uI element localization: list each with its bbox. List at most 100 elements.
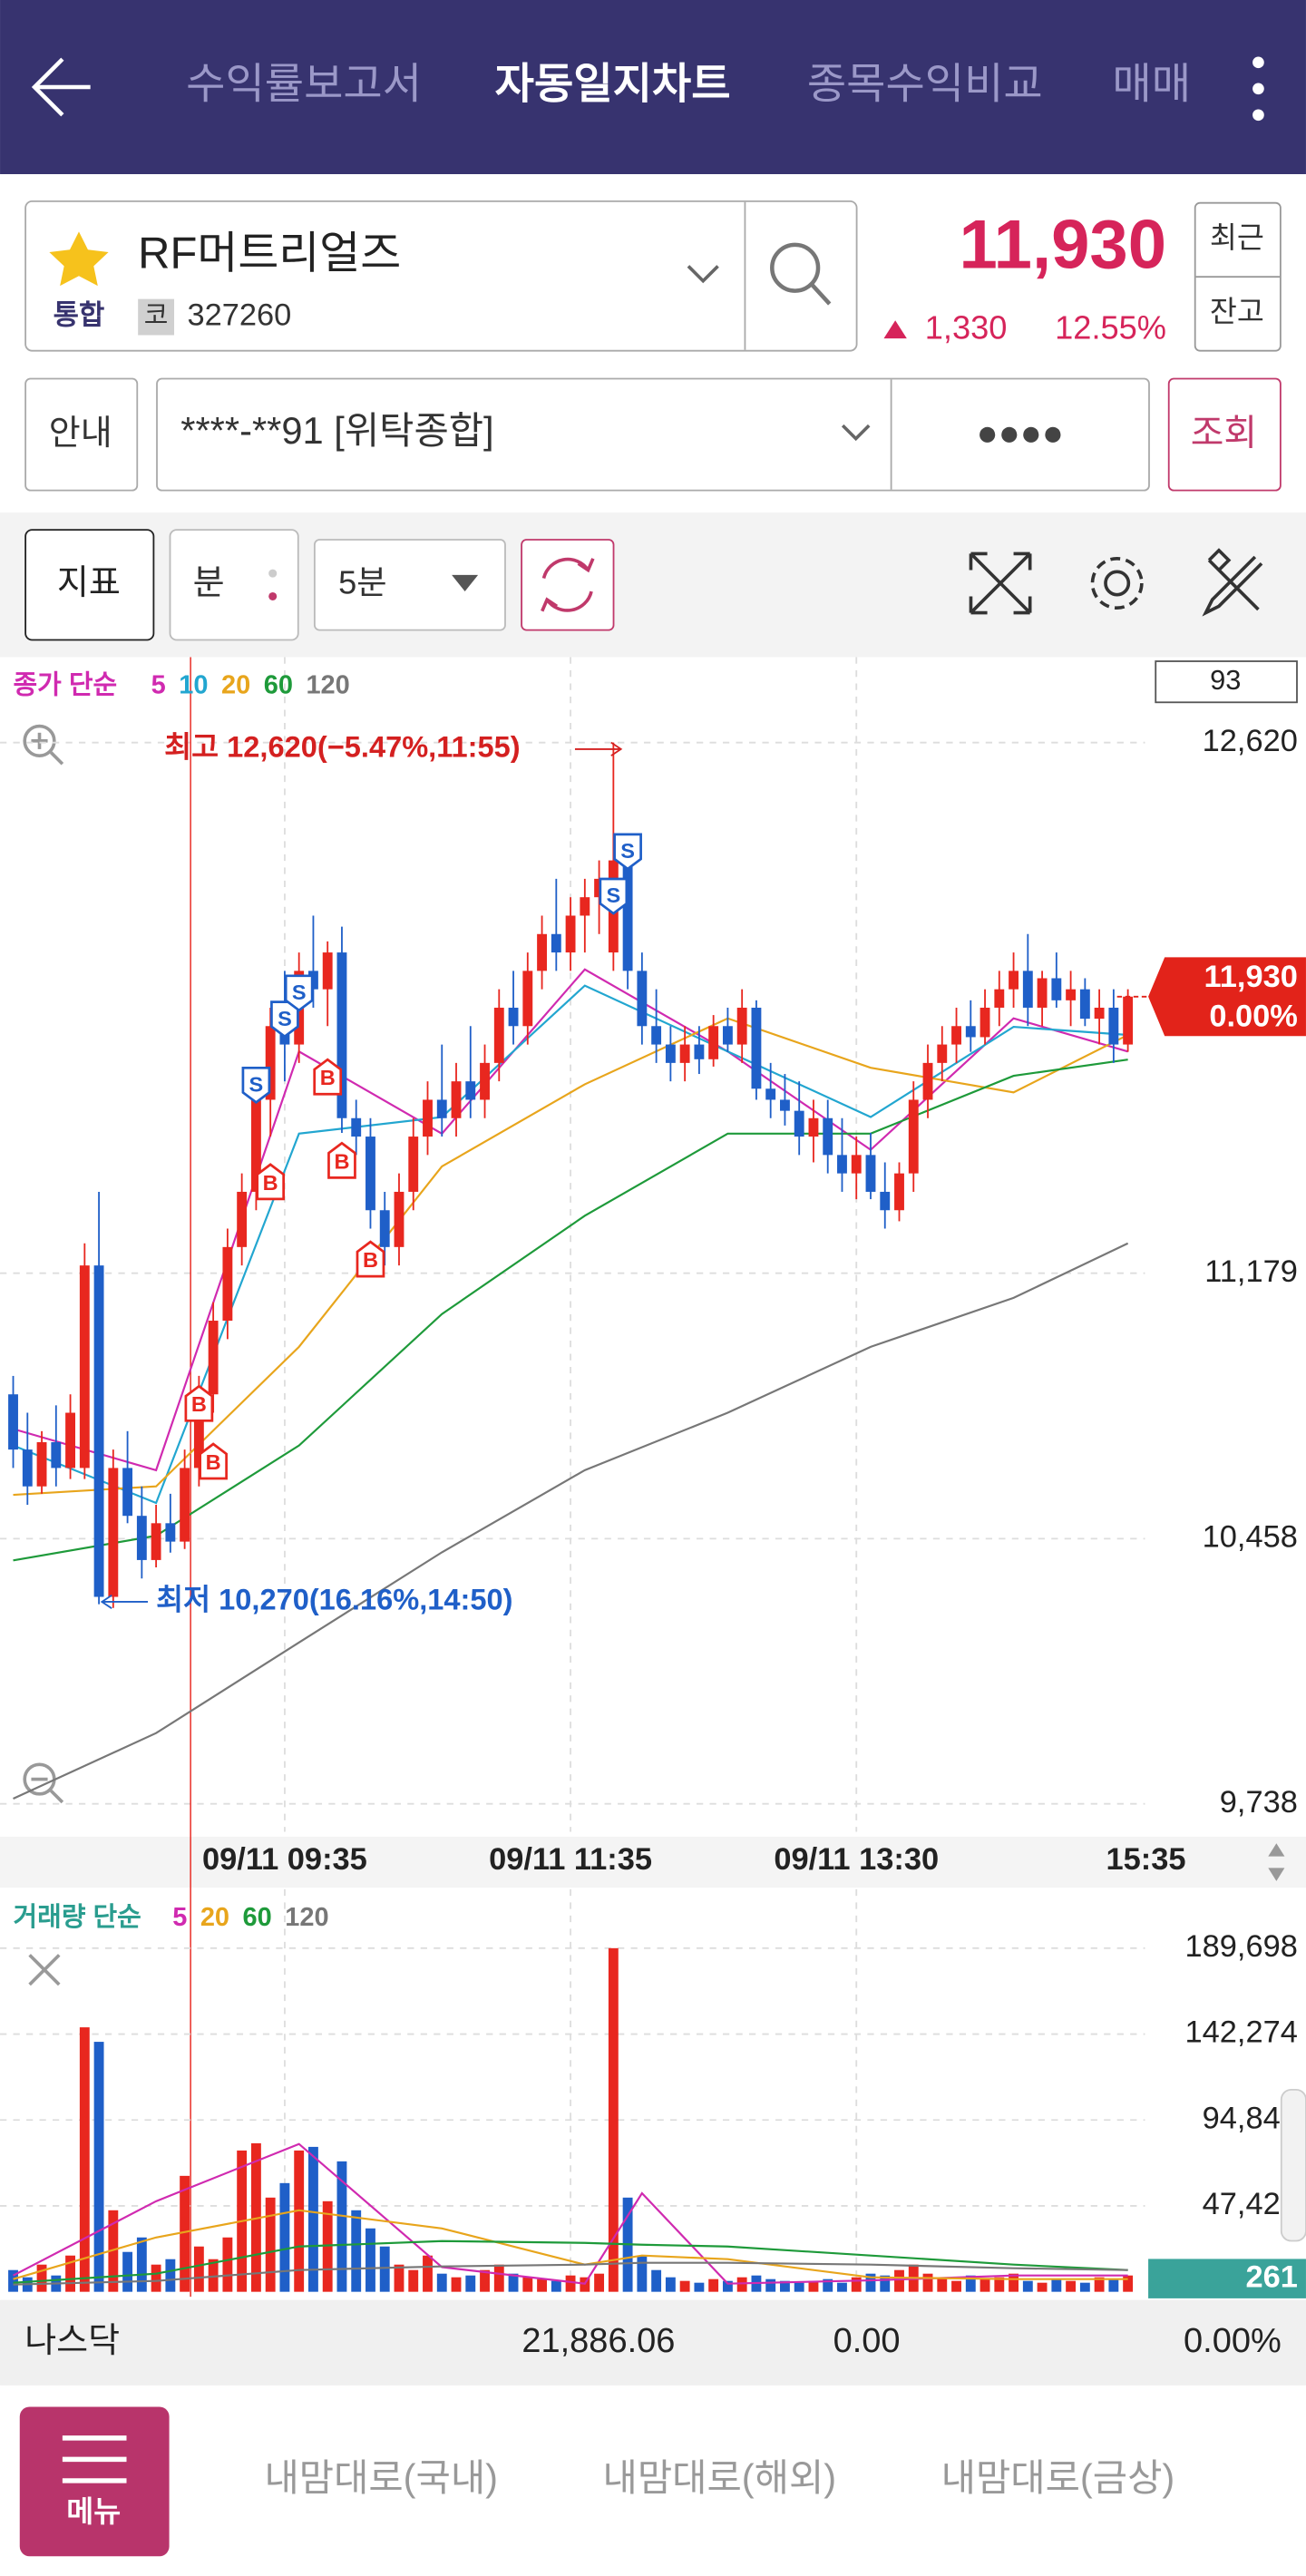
info-button-bg[interactable] [24,377,139,492]
zoom-in-button[interactable] [23,724,64,766]
candle-body [894,1173,904,1211]
volume-bar [1079,2282,1090,2292]
nav-tab[interactable]: 내맘대로(해외) [603,2456,837,2499]
interval: 5분 [338,563,386,600]
candle-body [708,1026,719,1059]
signal-label: B [206,1450,221,1474]
charts: 12,620 11,179 10,458 9,738 09/11 09:35 09/11 … [0,657,1306,2298]
volume-bar [651,2269,662,2292]
candle-body [965,1026,976,1038]
volume-bar [294,2150,305,2292]
volume-bar [480,2269,490,2292]
bottom-nav [0,2385,1306,2576]
volume-bar [379,2246,390,2292]
candle-body [665,1044,676,1063]
signal-marker [327,1141,356,1179]
price-badge-change: 0.00% [1209,999,1298,1033]
stock-dropdown[interactable] [687,265,719,284]
legend-entry: 120 [306,671,349,700]
candle-body [508,1007,519,1027]
more-button[interactable] [1252,56,1264,122]
legend-entry: 5 [151,671,166,700]
candle-body [36,1442,47,1487]
settings-button[interactable] [1090,557,1144,610]
tab[interactable]: 수익률보고서 [186,59,422,107]
volume-bar [722,2280,733,2292]
recent-button[interactable]: 최근 [1210,220,1264,254]
password[interactable]: ●●●● [977,414,1064,454]
dot [268,591,278,601]
candle-body [265,1026,276,1100]
nav-tab[interactable]: 내맘대로(국내) [264,2456,498,2499]
tab[interactable]: 자동일지차트 [495,59,731,107]
code-badge-bg [138,298,175,336]
max-arrow [574,741,623,756]
volume-bar [865,2273,876,2292]
price-chart-area [0,657,1306,1837]
volume-bar [451,2277,462,2292]
volume-bar [394,2264,404,2292]
unit-button[interactable]: 분 [193,564,225,602]
top-box-value: 93 [1210,664,1241,696]
candle-body [108,1468,119,1597]
scroll-handle[interactable] [1280,2088,1306,2242]
code-badge: 코 [144,301,169,330]
unit-button-bg[interactable] [169,529,299,641]
volume-bar [851,2277,862,2292]
volume-bar [679,2280,690,2292]
info-button[interactable]: 안내 [49,415,112,453]
query-button-bg[interactable] [1167,377,1282,492]
tab[interactable]: 종목수익비교 [807,59,1043,107]
ticker-name: 나스닥 [24,2322,120,2360]
query-button[interactable]: 조회 [1191,414,1257,454]
candle-body [93,1265,104,1597]
candle-body [1123,996,1134,1045]
volume-bar [694,2282,705,2292]
legend-entry: 10 [179,671,208,700]
favorite-star[interactable] [49,231,109,287]
back-button[interactable] [31,57,91,117]
balance-button[interactable]: 잔고 [1210,295,1264,328]
candle-body [1066,989,1077,1000]
signal-marker [199,1442,228,1480]
close-volume-button[interactable] [28,1954,61,1986]
candle-body [451,1081,462,1118]
indicator-button-bg[interactable] [24,529,155,641]
volume-bar [1022,2280,1033,2292]
volume-bar [665,2277,676,2292]
candle-body [222,1246,233,1322]
candle-body [165,1523,176,1542]
refresh-button[interactable] [521,539,615,631]
interval-select[interactable] [313,539,506,631]
nav-tab[interactable]: 내맘대로(금상) [941,2456,1175,2499]
volume-bar [551,2280,561,2292]
signal-marker [313,1058,343,1096]
volume-bar [165,2259,176,2292]
volume-bar [794,2282,804,2292]
legend-entry: 60 [264,671,293,700]
tab[interactable]: 매매 [1112,59,1191,107]
candle-body [480,1062,490,1100]
signal-label: S [606,883,620,907]
signal-marker [241,1066,271,1105]
volume-bar [93,2042,104,2292]
indicator-button[interactable]: 지표 [57,564,121,602]
y-tick-label: 12,620 [1203,724,1298,758]
axis-resize[interactable] [1268,1843,1285,1881]
signal-label: B [191,1392,207,1416]
account-dropdown[interactable] [841,424,871,442]
tools-button[interactable] [1202,548,1263,617]
signal-marker [599,877,629,915]
candle-body [722,1026,733,1045]
up-arrow [883,320,907,339]
account-select[interactable] [156,377,1150,492]
menu-label[interactable]: 메뉴 [66,2494,121,2528]
candle-body [794,1110,804,1137]
search-button[interactable] [770,242,832,306]
stock-box[interactable] [24,200,858,352]
fullscreen-button[interactable] [969,551,1032,615]
volume-bar [1094,2277,1105,2292]
volume-bar [823,2278,833,2292]
ma-line [13,2239,1128,2284]
